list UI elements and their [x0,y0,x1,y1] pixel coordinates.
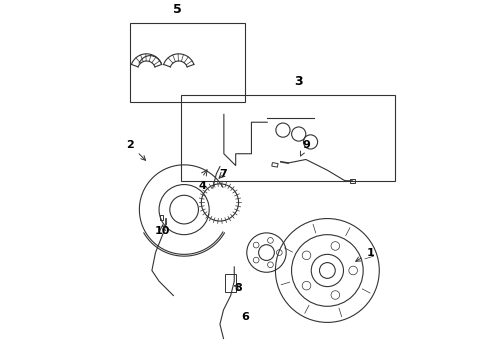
Text: 7: 7 [220,169,227,179]
Bar [130,23,245,102]
Bar [225,274,236,292]
Bar [160,215,163,220]
Bar [180,95,395,181]
Text: 3: 3 [294,75,303,88]
Text: 4: 4 [198,181,206,191]
Text: 10: 10 [155,226,171,236]
Text: 8: 8 [234,283,242,293]
Text: 1: 1 [356,248,374,261]
Text: 5: 5 [172,3,181,16]
Bar [272,163,278,167]
Text: 9: 9 [300,140,310,156]
Text: 6: 6 [241,312,249,322]
Text: 2: 2 [126,140,146,160]
Bar [349,179,355,183]
